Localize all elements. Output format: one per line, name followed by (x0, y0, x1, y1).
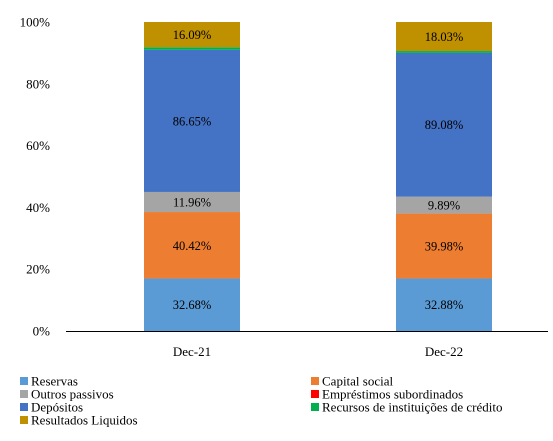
legend-swatch (311, 403, 319, 411)
bar-segment (144, 49, 240, 192)
bar-segment (144, 212, 240, 279)
y-tick-label: 100% (20, 15, 51, 30)
data-label: 32.68% (173, 298, 212, 312)
bar-segment (144, 278, 240, 331)
legend-label: Outros passivos (31, 387, 114, 402)
y-tick-label: 20% (26, 262, 50, 277)
bar-segment (144, 47, 240, 50)
legend-swatch (20, 416, 28, 424)
legend-swatch (20, 377, 28, 385)
data-label: 11.96% (173, 195, 211, 209)
data-label: 18.03% (425, 30, 464, 44)
legend-label: Capital social (322, 374, 394, 389)
legend-swatch (311, 390, 319, 398)
y-tick-label: 60% (26, 138, 50, 153)
y-tick-label: 80% (26, 76, 50, 91)
legend-label: Depósitos (31, 400, 83, 415)
legend-swatch (20, 390, 28, 398)
x-category-label: Dec-21 (173, 344, 211, 359)
data-label: 32.88% (425, 298, 464, 312)
bar-segment (144, 22, 240, 48)
bar-segment (396, 196, 492, 214)
legend-swatch (311, 377, 319, 385)
data-label: 86.65% (173, 114, 212, 128)
bar-segment (144, 191, 240, 213)
bar-segment (396, 51, 492, 53)
bar-segment (396, 278, 492, 331)
y-tick-label: 0% (33, 324, 51, 339)
data-label: 16.09% (173, 28, 212, 42)
data-label: 89.08% (425, 118, 464, 132)
bar-segment (396, 52, 492, 197)
legend-label: Recursos de instituições de crédito (322, 400, 503, 415)
legend-label: Reservas (31, 374, 78, 389)
data-label: 9.89% (428, 199, 460, 213)
legend-label: Empréstimos subordinados (322, 387, 463, 402)
bar-segment (396, 213, 492, 279)
legend: Reservas Capital social Outros passivos Emp… (20, 374, 503, 428)
y-tick-label: 40% (26, 200, 50, 215)
legend-label: Resultados Liquidos (31, 413, 138, 428)
data-label: 40.42% (173, 239, 212, 253)
bars-group (144, 22, 492, 331)
data-labels-group: 32.68% 40.42% 11.96% 86.65% 16.09% 32.88% 39.9… (173, 28, 464, 312)
x-category-label: Dec-22 (425, 344, 463, 359)
bar-segment (396, 22, 492, 52)
y-axis: 0% 20% 40% 60% 80% 100% (20, 15, 51, 339)
x-axis: Dec-21 Dec-22 (66, 331, 548, 359)
data-label: 39.98% (425, 240, 464, 254)
legend-swatch (20, 403, 28, 411)
